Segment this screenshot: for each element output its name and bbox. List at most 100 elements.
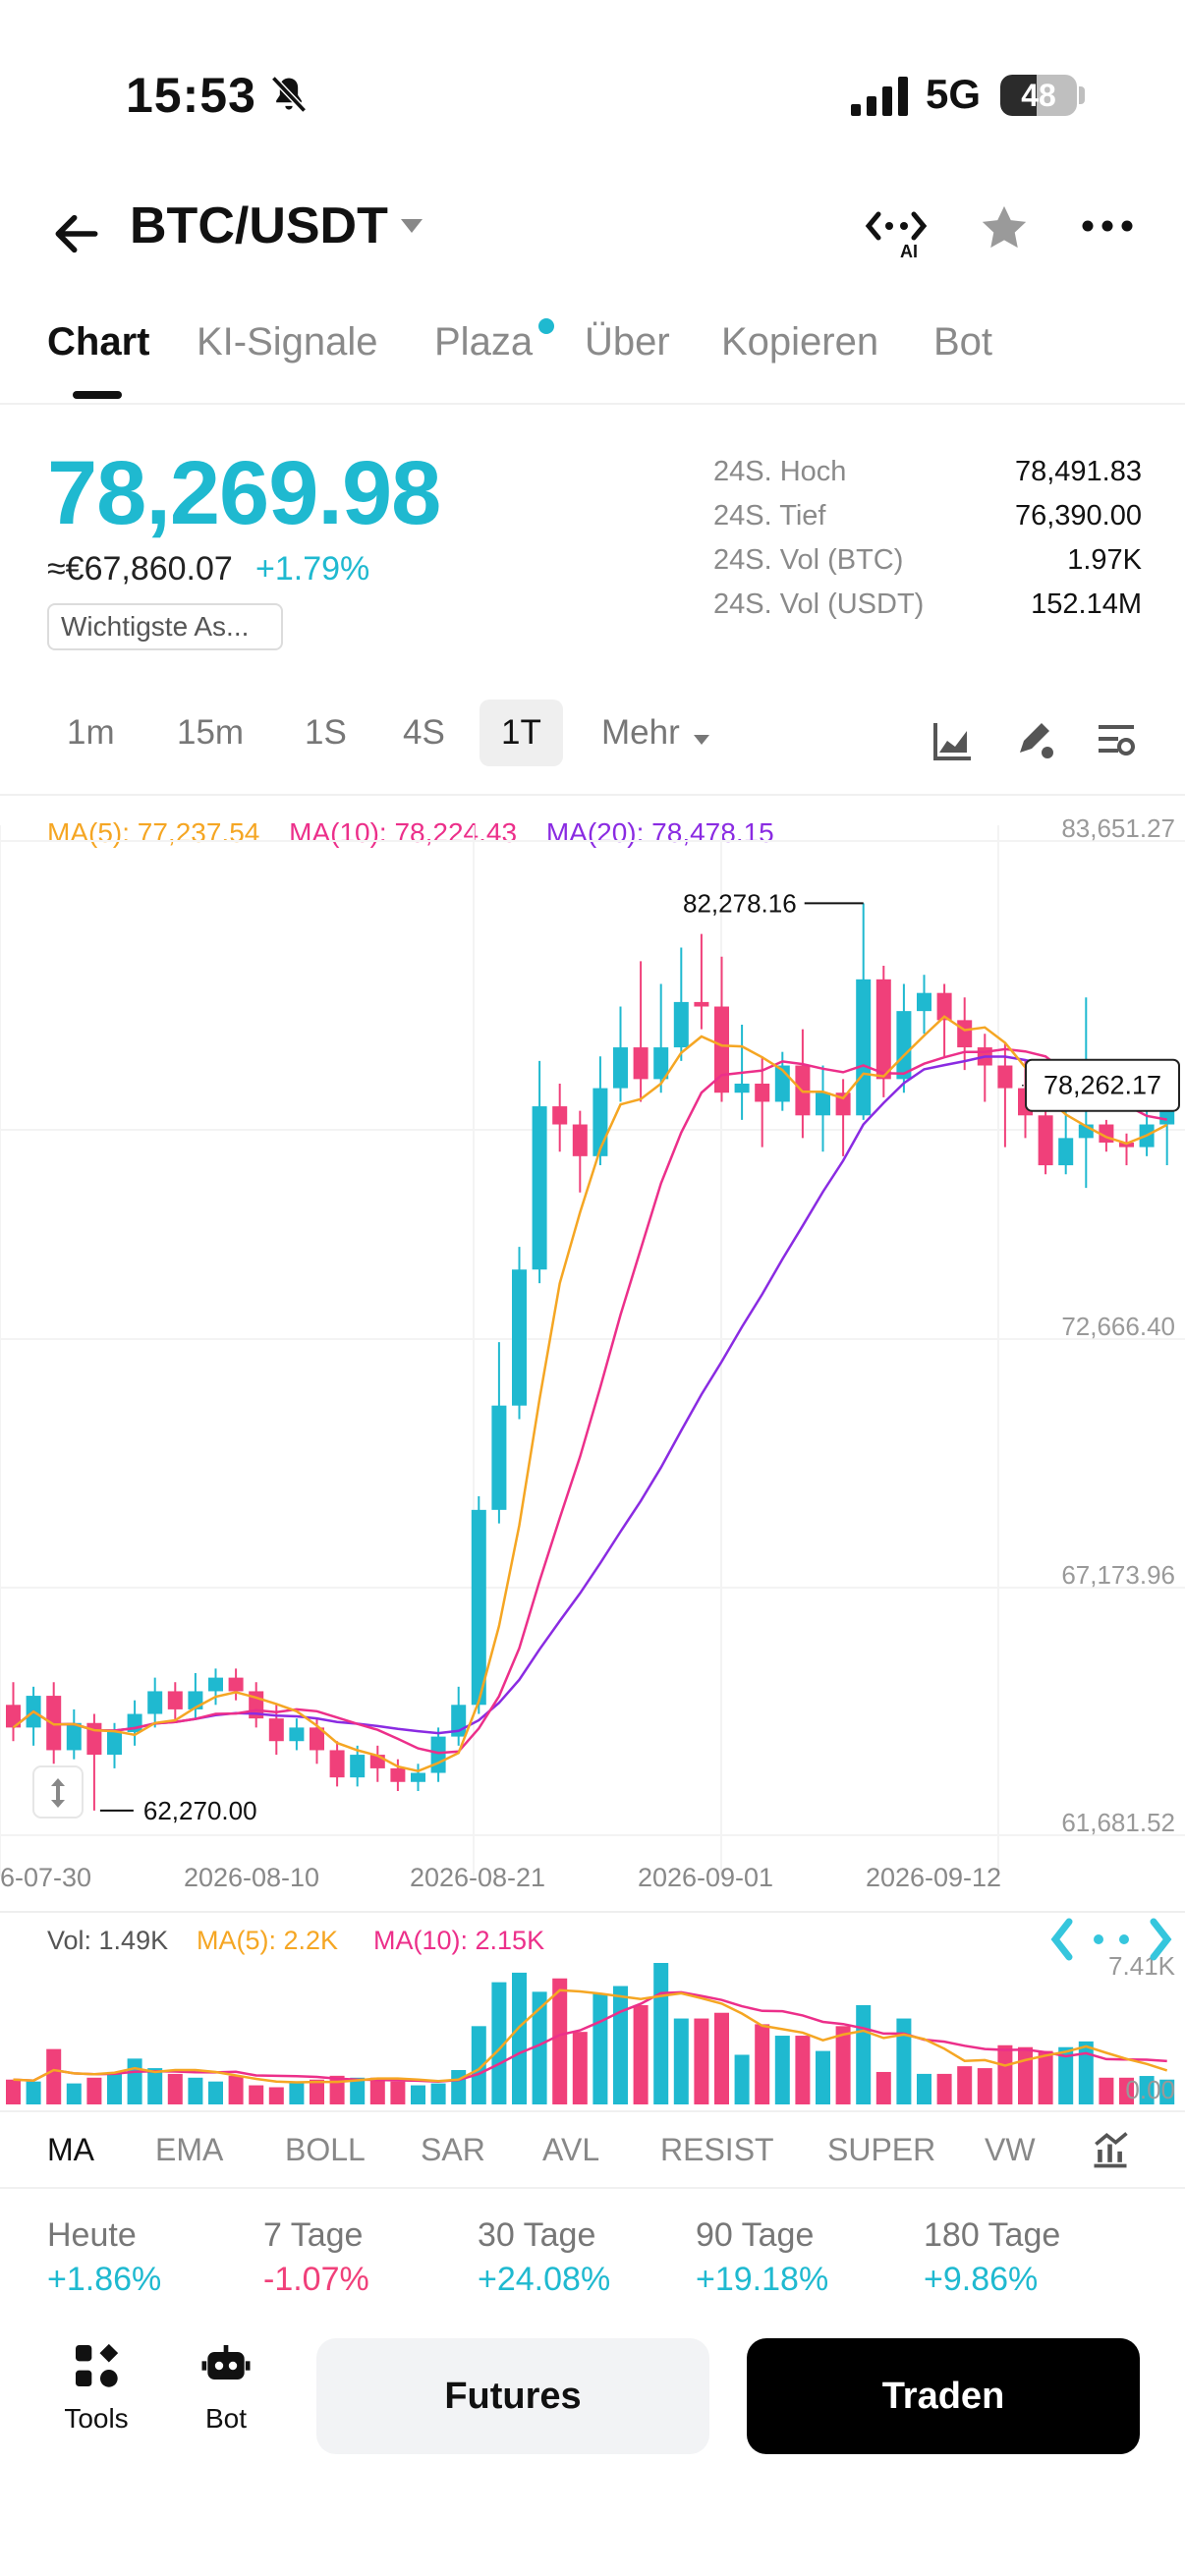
perf-30d: 30 Tage +24.08%: [478, 2216, 610, 2299]
indicator-sar[interactable]: SAR: [421, 2132, 485, 2167]
candle-body: [835, 1092, 851, 1116]
futures-button[interactable]: Futures: [316, 2338, 709, 2454]
candle-body: [430, 1736, 446, 1773]
tab-chart[interactable]: Chart: [47, 320, 150, 364]
volume-bar: [1139, 2076, 1155, 2104]
indicator-ema[interactable]: EMA: [155, 2132, 224, 2167]
ma10-label: MA(10): 78,224.43: [289, 817, 518, 848]
volume-bar: [46, 2048, 62, 2104]
asset-tag-button[interactable]: Wichtigste As...: [47, 603, 283, 650]
caret-down-icon[interactable]: [692, 733, 711, 747]
indicator-avl[interactable]: AVL: [542, 2132, 600, 2167]
volume-bar: [957, 2066, 973, 2104]
drawing-pen-icon[interactable]: [1012, 717, 1059, 764]
perf-90d: 90 Tage +19.18%: [696, 2216, 828, 2299]
back-arrow-icon[interactable]: [49, 206, 104, 261]
robot-icon: [201, 2345, 251, 2380]
volume-bar: [268, 2087, 284, 2104]
indicator-vw[interactable]: VW: [985, 2132, 1036, 2167]
volume-bar: [491, 1982, 507, 2104]
x-axis-tick-label: 2026-09-01: [638, 1863, 773, 1892]
volume-axis-max: 7.41K: [1108, 1951, 1176, 1981]
y-axis-tick-label: 72,666.40: [1061, 1312, 1175, 1341]
volume-bar: [390, 2081, 406, 2104]
candle-body: [694, 1001, 709, 1007]
perf-today: Heute +1.86%: [47, 2216, 161, 2299]
tab-plaza[interactable]: Plaza: [434, 320, 534, 364]
pair-title[interactable]: BTC/USDT: [130, 197, 388, 254]
stat-label: 24S. Vol (BTC): [713, 544, 904, 576]
candlestick-chart[interactable]: 83,651.27 72,666.40 67,173.96 61,681.52 82,2…: [0, 796, 1185, 1916]
candle-body: [653, 1047, 669, 1080]
tools-button[interactable]: Tools: [37, 2338, 155, 2435]
candle-body: [552, 1106, 568, 1125]
candle-body: [329, 1750, 345, 1778]
interval-15m[interactable]: 15m: [177, 713, 245, 752]
interval-more[interactable]: Mehr: [601, 713, 680, 752]
volume-bar: [592, 1993, 608, 2104]
tools-icon: [76, 2343, 119, 2387]
y-axis-tick-label: 83,651.27: [1061, 813, 1175, 843]
volume-bar: [107, 2071, 122, 2104]
volume-bar: [228, 2075, 244, 2104]
y-axis-tick-label: 61,681.52: [1061, 1808, 1175, 1837]
volume-bar: [653, 1963, 669, 2104]
indicator-tabs: MA EMA BOLL SAR AVL RESIST SUPER VW: [0, 2110, 1185, 2189]
tab-kopieren[interactable]: Kopieren: [721, 320, 879, 364]
star-icon[interactable]: [977, 200, 1032, 255]
tab-ki-signale[interactable]: KI-Signale: [197, 320, 378, 364]
trade-button[interactable]: Traden: [747, 2338, 1140, 2454]
volume-bar: [755, 2024, 770, 2104]
indicator-ma[interactable]: MA: [47, 2132, 94, 2167]
stat-row-vol-btc: 24S. Vol (BTC) 1.97K: [713, 544, 1142, 588]
low-marker-label: 62,270.00: [143, 1796, 257, 1825]
volume-bar: [86, 2077, 102, 2104]
tab-bot[interactable]: Bot: [933, 320, 993, 364]
indicator-super[interactable]: SUPER: [827, 2132, 936, 2167]
stat-value: 152.14M: [1031, 588, 1142, 620]
caret-down-icon[interactable]: [399, 216, 424, 236]
indicator-chart-icon[interactable]: [1089, 2128, 1132, 2171]
interval-1t[interactable]: 1T: [480, 700, 563, 766]
tab-uber[interactable]: Über: [585, 320, 670, 364]
volume-pane: Vol: 1.49K MA(5): 2.2K MA(10): 2.15K 7.41K 0…: [0, 1914, 1185, 2110]
volume-bar: [714, 2012, 729, 2104]
volume-bar: [289, 2081, 305, 2104]
chart-area[interactable]: MA(5): 77,237.54 MA(10): 78,224.43 MA(20…: [0, 794, 1185, 1914]
indicator-settings-icon[interactable]: [1093, 717, 1140, 764]
perf-label: 180 Tage: [924, 2216, 1061, 2254]
status-time: 15:53: [126, 68, 256, 123]
volume-bar: [896, 2018, 912, 2104]
volume-bar: [512, 1972, 527, 2104]
perf-180d: 180 Tage +9.86%: [924, 2216, 1060, 2299]
volume-bar: [208, 2081, 223, 2104]
volume-bar: [1159, 2079, 1175, 2104]
x-axis-tick-label: 2026-08-10: [184, 1863, 319, 1892]
ai-assistant-icon: [1050, 1918, 1172, 1961]
notification-dot: [538, 318, 554, 334]
more-icon[interactable]: [1081, 216, 1134, 236]
indicator-resist[interactable]: RESIST: [660, 2132, 774, 2167]
scale-arrows-icon: [51, 1778, 65, 1808]
volume-ma5-label: MA(5): 2.2K: [197, 1926, 338, 1955]
volume-bar: [734, 2054, 750, 2104]
ai-icon[interactable]: AI: [865, 200, 930, 261]
bot-button[interactable]: Bot: [167, 2338, 285, 2435]
perf-value: +19.18%: [696, 2261, 829, 2298]
stat-label: 24S. Tief: [713, 500, 826, 532]
perf-value: +9.86%: [924, 2261, 1039, 2298]
indicator-boll[interactable]: BOLL: [285, 2132, 366, 2167]
chart-type-icon[interactable]: [930, 717, 977, 764]
candle-body: [957, 1020, 973, 1048]
interval-1s[interactable]: 1S: [305, 713, 347, 752]
battery-cap: [1079, 86, 1085, 104]
x-axis-tick-label: 6-07-30: [0, 1863, 91, 1892]
interval-1m[interactable]: 1m: [67, 713, 115, 752]
price-change: +1.79%: [255, 550, 370, 588]
volume-chart: Vol: 1.49K MA(5): 2.2K MA(10): 2.15K 7.41K 0…: [6, 1918, 1176, 2104]
volume-bar: [835, 2026, 851, 2104]
volume-bar: [774, 2036, 790, 2104]
candle-body: [491, 1405, 507, 1510]
interval-4s[interactable]: 4S: [403, 713, 445, 752]
candle-body: [1119, 1142, 1134, 1148]
